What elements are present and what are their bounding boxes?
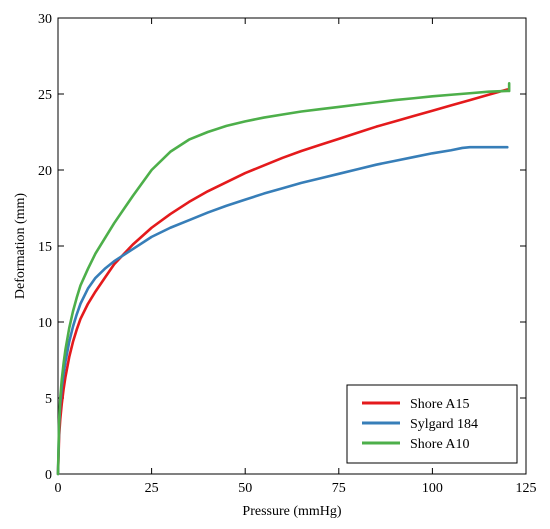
axis-ticks: 0 25 50 75 100 125 0 5 10 15 20 25 30	[38, 12, 537, 496]
y-tick-label: 20	[38, 164, 52, 179]
series-line-shore-a10	[56, 82, 511, 476]
series-line-shore-a15	[56, 88, 509, 476]
x-tick-label: 50	[238, 481, 252, 496]
x-tick-label: 125	[516, 481, 537, 496]
x-tick-label: 0	[55, 481, 62, 496]
y-axis-label: Deformation (mm)	[13, 193, 28, 299]
series-line-sylgard-184	[56, 145, 509, 476]
x-tick-label: 100	[422, 481, 443, 496]
y-tick-label: 30	[38, 12, 52, 27]
x-tick-label: 75	[332, 481, 346, 496]
y-tick-label: 10	[38, 316, 52, 331]
y-tick-label: 15	[38, 240, 52, 255]
legend: Shore A15 Sylgard 184 Shore A10	[346, 384, 518, 464]
y-tick-label: 0	[45, 468, 52, 483]
legend-label-shore-a15: Shore A15	[410, 397, 470, 412]
series-lines	[56, 82, 511, 476]
legend-label-sylgard-184: Sylgard 184	[410, 417, 478, 432]
legend-label-shore-a10: Shore A10	[410, 437, 470, 452]
y-tick-label: 25	[38, 88, 52, 103]
x-axis-label: Pressure (mmHg)	[242, 504, 341, 519]
x-tick-label: 25	[145, 481, 159, 496]
y-tick-label: 5	[45, 392, 52, 407]
